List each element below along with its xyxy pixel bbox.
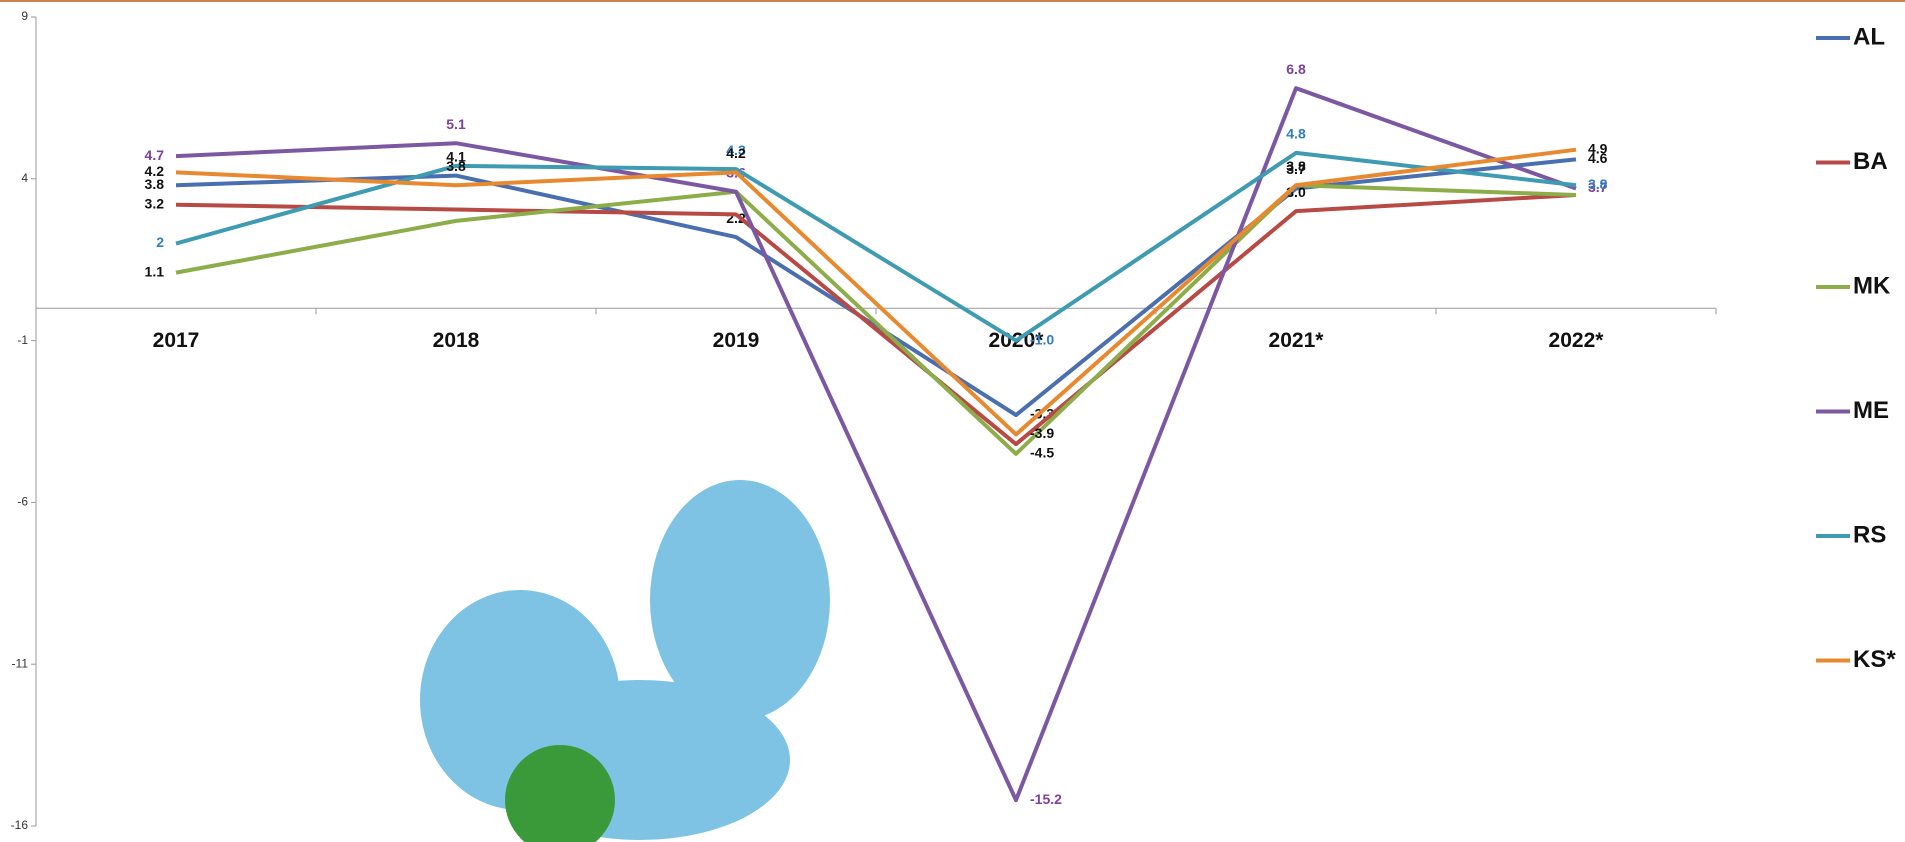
data-label: -15.2 — [1030, 791, 1062, 807]
legend-label: RS — [1853, 521, 1886, 548]
legend-label: AL — [1853, 23, 1885, 50]
x-tick-label: 2021* — [1269, 329, 1325, 352]
legend-label: BA — [1853, 148, 1888, 175]
data-label: 3.8 — [446, 158, 466, 174]
data-label: 2 — [156, 234, 164, 250]
data-label: 3.2 — [145, 195, 165, 211]
data-label: 3.8 — [1286, 158, 1306, 174]
data-label: 4.7 — [145, 147, 165, 163]
y-tick-label: -11 — [12, 656, 29, 670]
data-label: 1.1 — [145, 263, 165, 279]
data-label: 4.9 — [1588, 140, 1608, 156]
legend-label: ME — [1853, 397, 1889, 424]
series-line — [176, 185, 1576, 454]
legend-label: MK — [1853, 272, 1891, 299]
y-tick-label: 9 — [21, 9, 28, 23]
x-tick-label: 2017 — [153, 329, 200, 352]
chart: -16-11-6-1492017201820192020*2021*2022*3… — [0, 0, 1905, 842]
series-line — [176, 150, 1576, 435]
x-tick-label: 2022* — [1549, 329, 1605, 352]
illustration — [420, 480, 830, 842]
y-tick-label: 4 — [21, 171, 28, 185]
data-label: 4.8 — [1286, 126, 1306, 142]
x-tick-label: 2019 — [713, 329, 760, 352]
legend-label: KS* — [1853, 646, 1896, 673]
series-line — [176, 88, 1576, 800]
data-label: -3.9 — [1030, 425, 1054, 441]
series-line — [176, 159, 1576, 415]
y-tick-label: -16 — [11, 818, 29, 832]
data-label: 5.1 — [446, 116, 466, 132]
data-label: -4.5 — [1030, 445, 1054, 461]
x-tick-label: 2018 — [433, 329, 480, 352]
data-label: 4.2 — [726, 145, 746, 161]
data-label: 3.8 — [1588, 176, 1608, 192]
y-tick-label: -6 — [17, 495, 28, 509]
y-tick-label: -1 — [17, 333, 28, 347]
data-label: -1.0 — [1030, 331, 1054, 347]
data-label: 6.8 — [1286, 61, 1306, 77]
data-label: 4.2 — [145, 163, 165, 179]
